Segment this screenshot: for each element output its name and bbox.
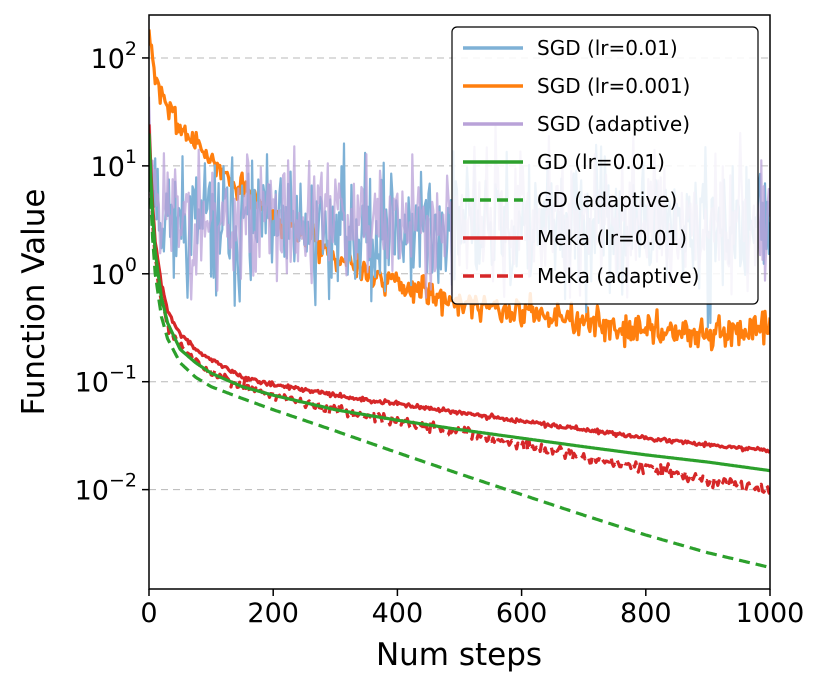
x-tick-label: 800 (620, 598, 672, 629)
x-tick-label: 200 (247, 598, 299, 629)
legend-label-sgd-lr-0-01: SGD (lr=0.01) (537, 36, 678, 60)
y-tick-label: 10−1 (75, 362, 137, 399)
x-tick-label: 0 (140, 598, 157, 629)
series-line-gd-adaptive (149, 146, 770, 570)
series-line-meka-adaptive (149, 142, 770, 495)
x-axis-title: Num steps (376, 637, 542, 673)
x-tick-label: 1000 (736, 598, 805, 629)
legend-label-gd-lr-0-01: GD (lr=0.01) (537, 150, 665, 174)
x-tick-label: 600 (496, 598, 548, 629)
plot-frame (148, 14, 771, 590)
legend-label-sgd-lr-0-001: SGD (lr=0.001) (537, 74, 690, 98)
axis-ticks: 102 101 100 10−1 10−2 0 200 400 600 800 1000 (75, 38, 805, 629)
series-line-gd-lr-0-01 (149, 133, 770, 473)
legend-label-sgd-adaptive: SGD (adaptive) (537, 112, 690, 136)
y-tick-label: 102 (91, 38, 137, 75)
y-tick-label: 101 (91, 146, 137, 183)
series-line-meka-lr-0-01 (149, 124, 770, 454)
legend-label-meka-lr-0-01: Meka (lr=0.01) (537, 226, 687, 250)
legend-label-meka-adaptive: Meka (adaptive) (537, 264, 699, 288)
y-axis-title: Function Value (16, 189, 52, 416)
y-tick-label: 100 (91, 254, 137, 291)
legend: SGD (lr=0.01) SGD (lr=0.001) SGD (adaptive… (451, 26, 759, 305)
y-tick-label: 10−2 (75, 470, 137, 507)
legend-box (451, 26, 759, 305)
legend-label-gd-adaptive: GD (adaptive) (537, 188, 677, 212)
x-tick-label: 400 (372, 598, 424, 629)
